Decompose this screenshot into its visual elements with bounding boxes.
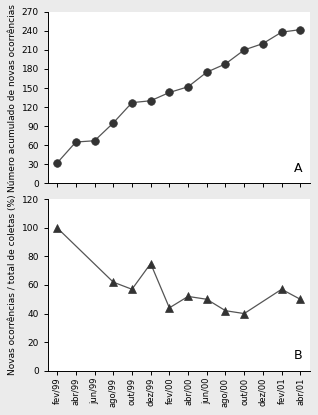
Text: B: B bbox=[294, 349, 303, 362]
Text: A: A bbox=[294, 162, 302, 175]
Y-axis label: Novas ocorrências / total de coletas (%): Novas ocorrências / total de coletas (%) bbox=[8, 195, 17, 375]
Y-axis label: Número acumulado de novas ocorrências: Número acumulado de novas ocorrências bbox=[8, 4, 17, 191]
